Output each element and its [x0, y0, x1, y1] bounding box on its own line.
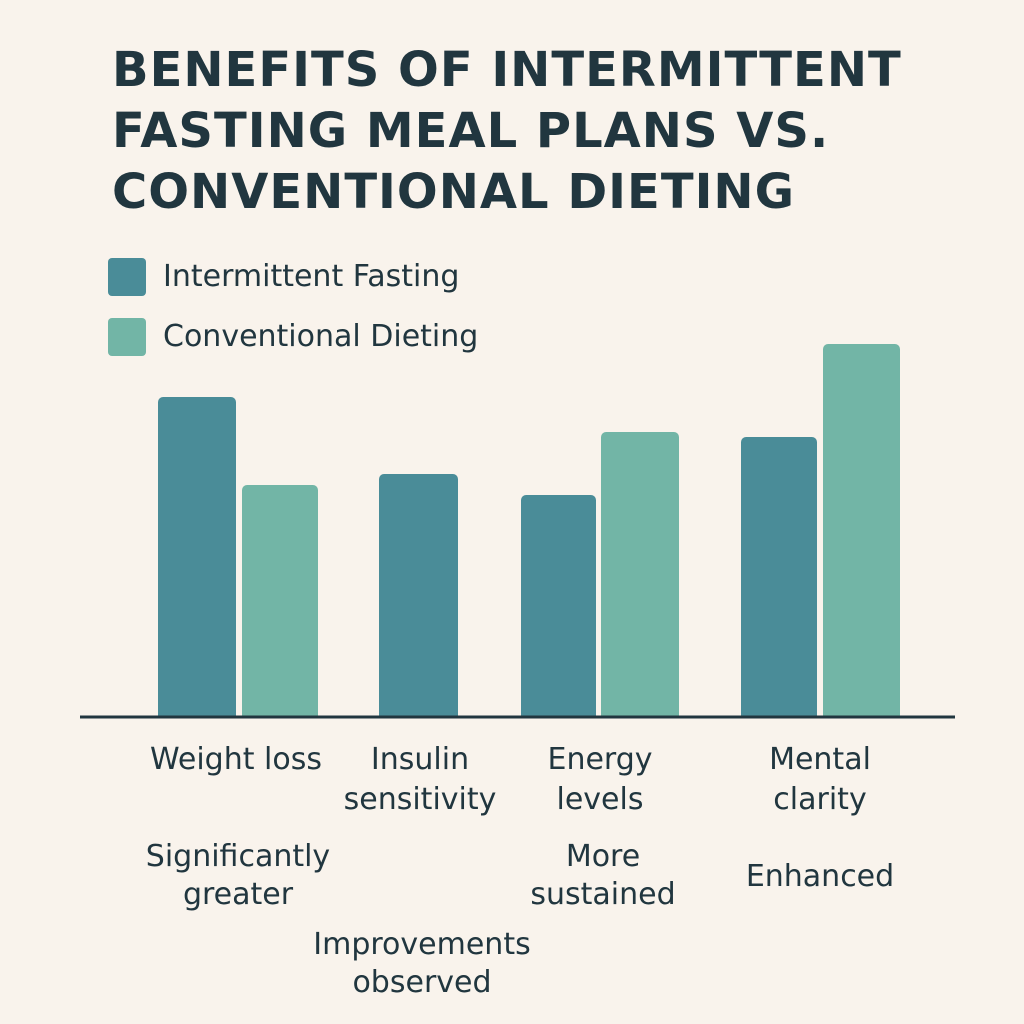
bar-weight-loss-intermittent-fasting [158, 397, 236, 721]
category-label-energy-levels: Energy levels [547, 742, 653, 817]
legend-swatch-intermittent-fasting [108, 258, 146, 296]
category-label-mental-clarity: Mental clarity [769, 742, 871, 817]
bar-insulin-sensitivity-intermittent-fasting [379, 474, 458, 721]
category-label-weight-loss: Weight loss [149, 742, 322, 777]
bar-energy-levels-intermittent-fasting [521, 495, 596, 721]
baseline-mask [0, 718, 1024, 728]
title-line: CONVENTIONAL DIETING [112, 164, 795, 220]
title-line: BENEFITS OF INTERMITTENT [112, 42, 902, 98]
bar-energy-levels-conventional-dieting [601, 432, 679, 721]
note-mental-clarity: Enhanced [745, 859, 895, 894]
title-line: FASTING MEAL PLANS VS. [112, 103, 830, 159]
bar-mental-clarity-intermittent-fasting [741, 437, 817, 721]
note-weight-loss: Significantly greater [145, 839, 331, 912]
legend-swatch-conventional-dieting [108, 318, 146, 356]
legend-label-intermittent-fasting: Intermittent Fasting [163, 259, 460, 294]
note-energy-levels: More sustained [530, 839, 676, 912]
legend-label-conventional-dieting: Conventional Dieting [163, 319, 479, 354]
category-label-insulin-sensitivity: Insulin sensitivity [343, 742, 497, 817]
chart-title: BENEFITS OF INTERMITTENT FASTING MEAL PL… [112, 40, 932, 223]
note-insulin-sensitivity: Improvements observed [313, 927, 531, 1000]
bar-mental-clarity-conventional-dieting [823, 344, 900, 721]
bar-weight-loss-conventional-dieting [242, 485, 318, 721]
